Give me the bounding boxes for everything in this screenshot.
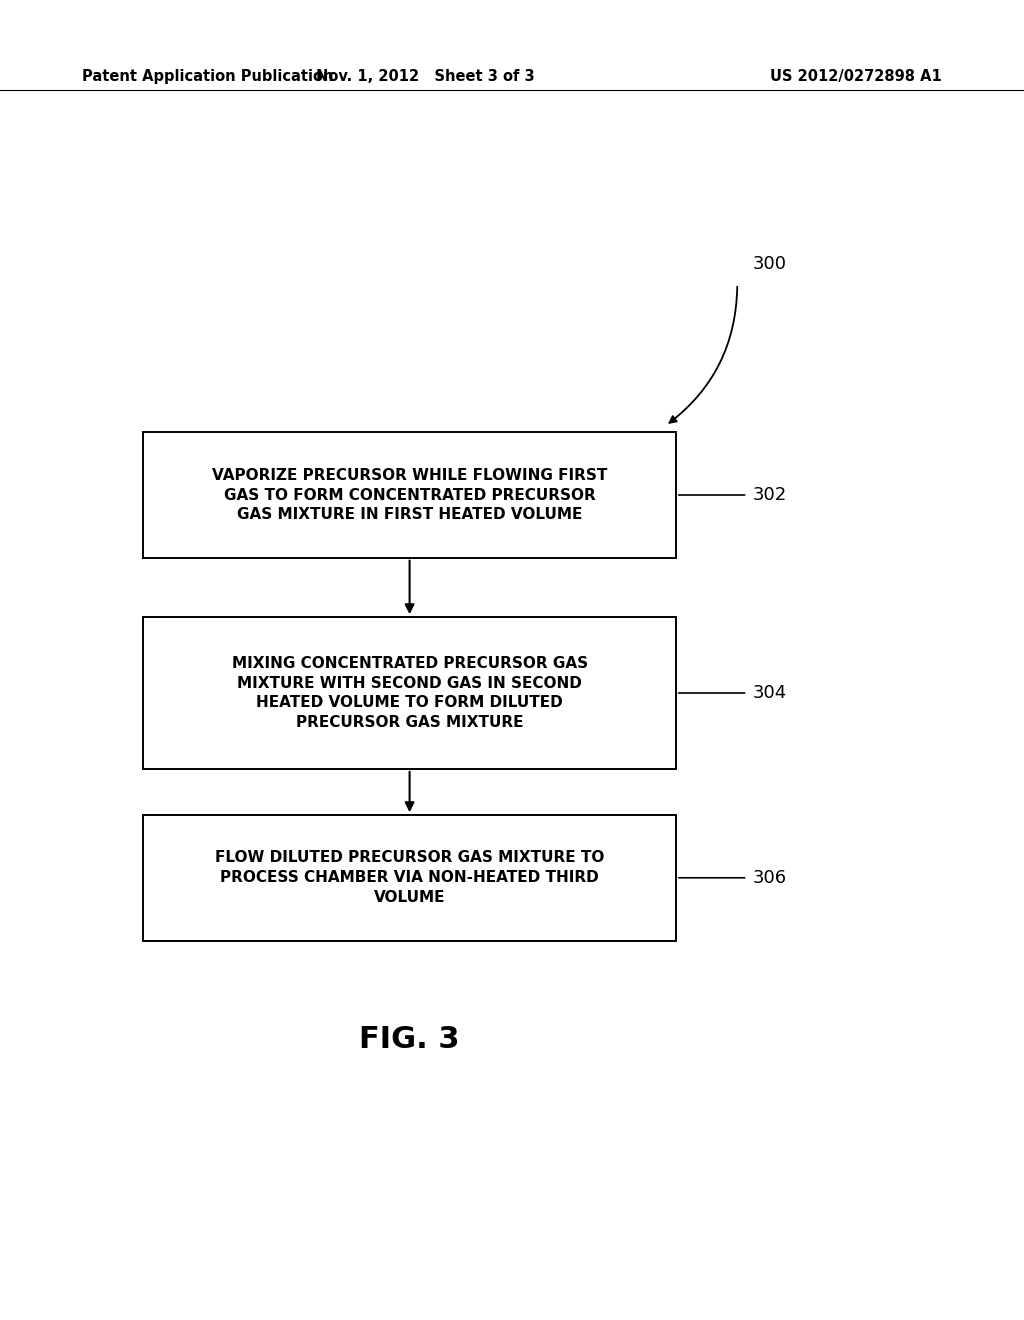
Text: FIG. 3: FIG. 3: [359, 1026, 460, 1053]
Bar: [143, 433, 676, 557]
Bar: [143, 814, 676, 940]
Text: VAPORIZE PRECURSOR WHILE FLOWING FIRST
GAS TO FORM CONCENTRATED PRECURSOR
GAS MI: VAPORIZE PRECURSOR WHILE FLOWING FIRST G…: [212, 467, 607, 523]
Text: Patent Application Publication: Patent Application Publication: [82, 69, 334, 84]
Bar: [143, 618, 676, 768]
Text: 306: 306: [753, 869, 786, 887]
Text: 300: 300: [753, 255, 786, 273]
Text: US 2012/0272898 A1: US 2012/0272898 A1: [770, 69, 942, 84]
Text: 304: 304: [753, 684, 786, 702]
Text: MIXING CONCENTRATED PRECURSOR GAS
MIXTURE WITH SECOND GAS IN SECOND
HEATED VOLUM: MIXING CONCENTRATED PRECURSOR GAS MIXTUR…: [231, 656, 588, 730]
Text: FLOW DILUTED PRECURSOR GAS MIXTURE TO
PROCESS CHAMBER VIA NON-HEATED THIRD
VOLUM: FLOW DILUTED PRECURSOR GAS MIXTURE TO PR…: [215, 850, 604, 906]
Text: Nov. 1, 2012   Sheet 3 of 3: Nov. 1, 2012 Sheet 3 of 3: [315, 69, 535, 84]
Text: 302: 302: [753, 486, 786, 504]
